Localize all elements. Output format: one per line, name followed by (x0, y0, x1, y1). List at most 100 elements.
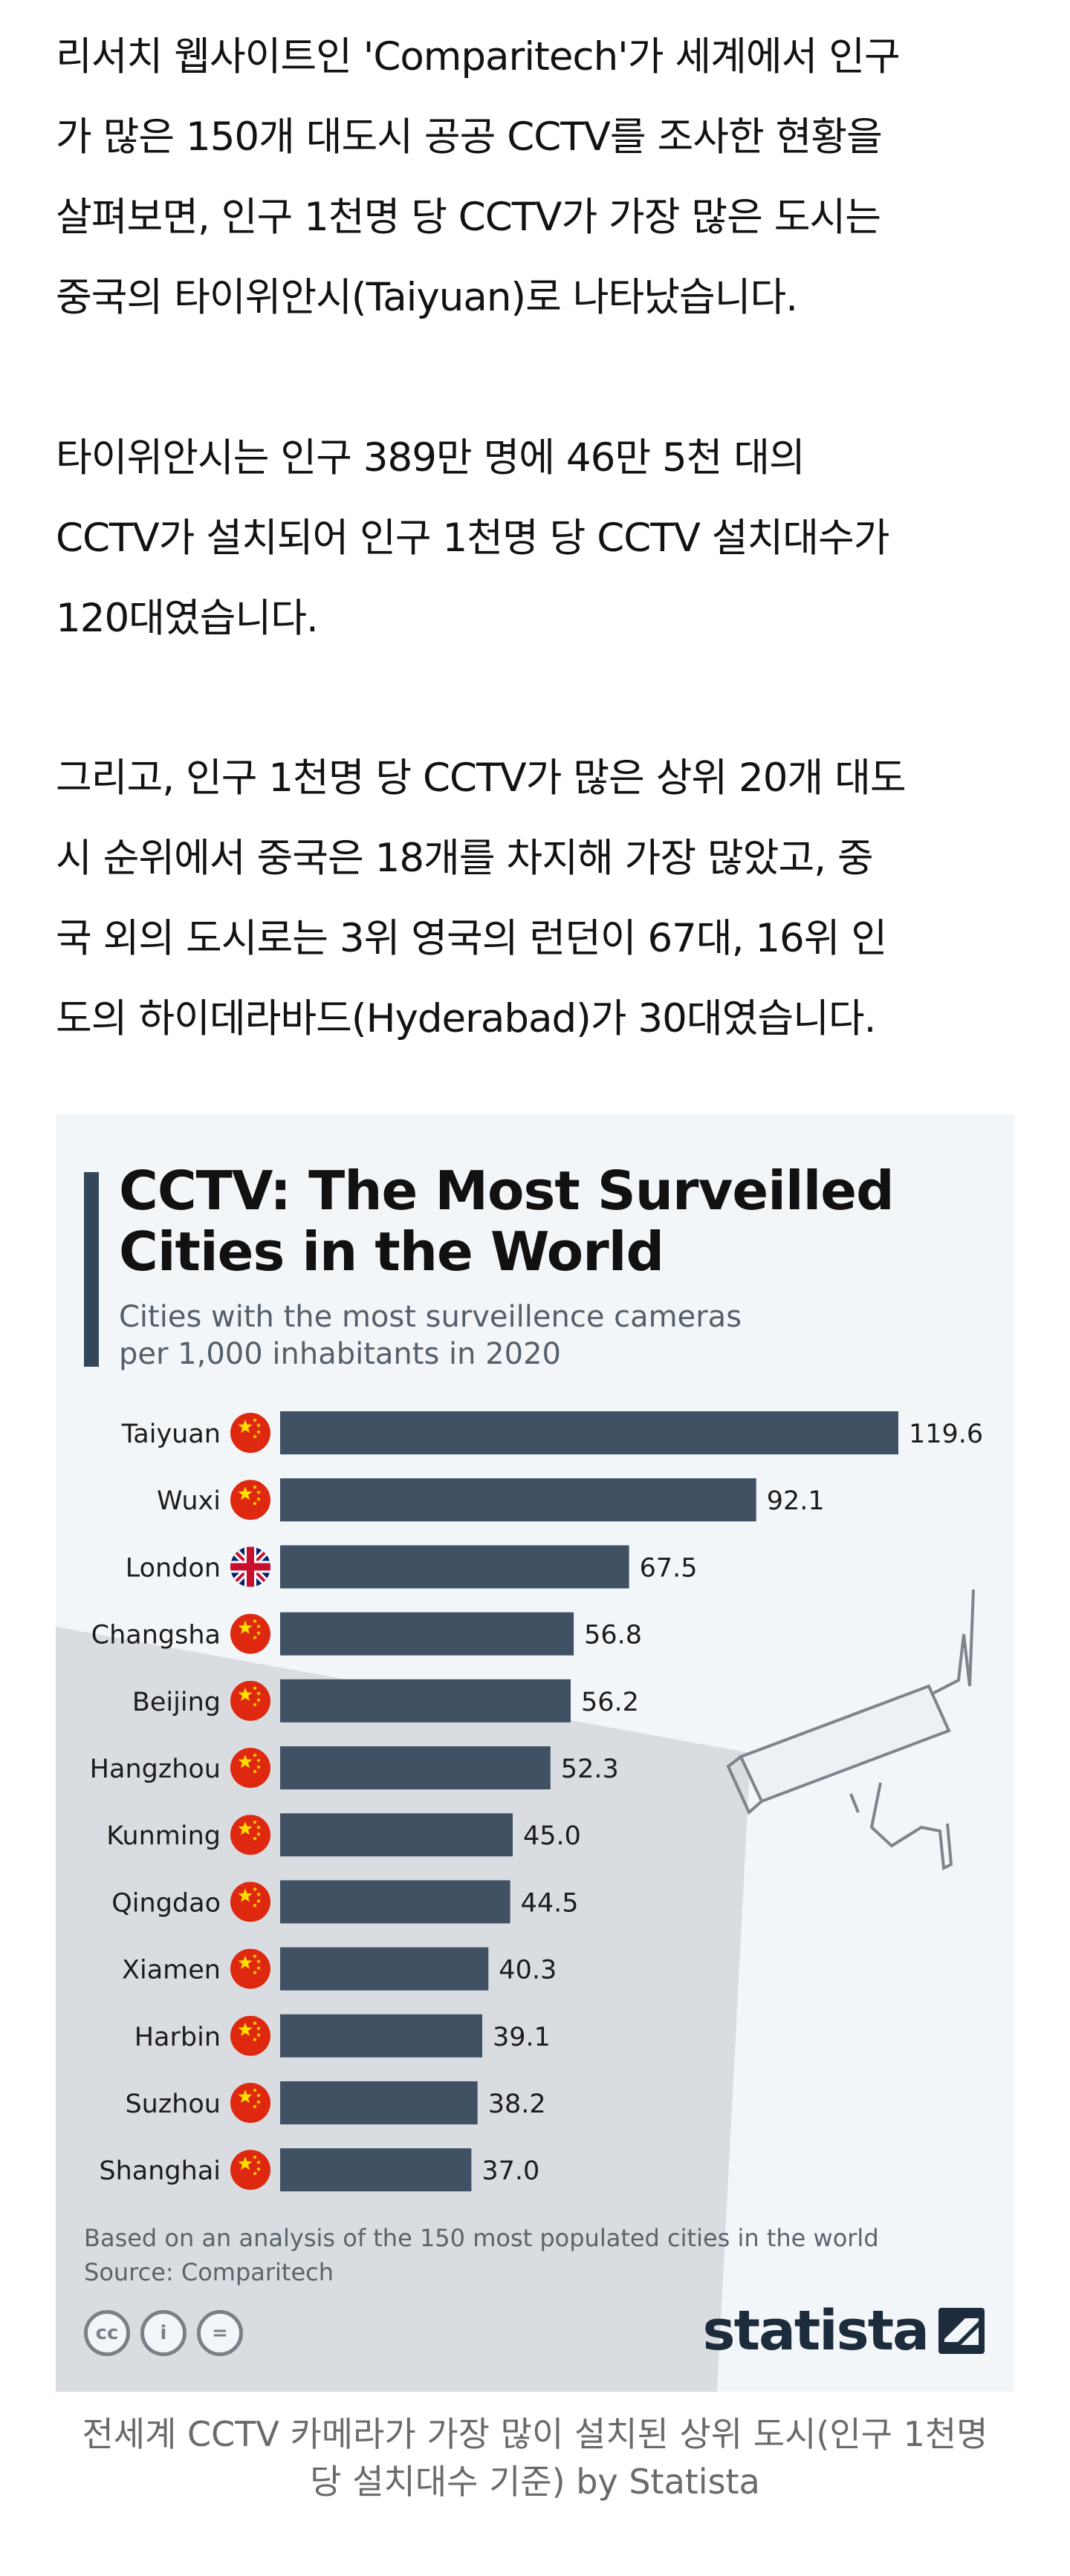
paragraph-ranking: 그리고, 인구 1천명 당 CCTV가 많은 상위 20개 대도 시 순위에서 … (56, 738, 907, 1059)
flag-big-star (238, 1821, 253, 1835)
flag-small-star (253, 2037, 257, 2042)
china-flag-icon (230, 1680, 270, 1721)
flag-field (230, 1680, 270, 1721)
attribution-icon[interactable]: i (140, 2310, 187, 2356)
flag-big-star (238, 1888, 253, 1902)
flag-small-star (256, 1422, 261, 1428)
flag-big-star (238, 2156, 253, 2170)
flag-small-star (253, 1903, 257, 1907)
paragraph-intro: 리서치 웹사이트인 'Comparitech'가 세계에서 인구 가 많은 15… (56, 17, 901, 338)
text-line: 가 많은 150개 대도시 공공 CCTV를 조사한 현황을 (56, 114, 883, 160)
flag-field (230, 1480, 270, 1520)
flag-small-star (253, 1485, 257, 1489)
bar (280, 1679, 571, 1723)
text-line: CCTV가 설치되어 인구 1천명 당 CCTV 설치대수가 (56, 515, 889, 561)
flag-small-star (256, 2167, 261, 2171)
text-line: 도의 하이데라바드(Hyderabad)가 30대였습니다. (56, 996, 876, 1041)
figure-title-line: CCTV: The Most Surveilled (119, 1159, 895, 1222)
text-line: 국 외의 도시로는 3위 영국의 런던이 67대, 16위 인 (56, 916, 887, 961)
city-label: Shanghai (99, 2156, 221, 2186)
city-label: Kunming (106, 1821, 221, 1851)
flag-big-star (238, 1620, 253, 1634)
flag-small-star (253, 1970, 257, 1975)
bar-row: Shanghai 37.0 (99, 2148, 539, 2192)
caption-line: 전세계 CCTV 카메라가 가장 많이 설치된 상위 도시(인구 1천명 (82, 2414, 988, 2454)
caption-line: 당 설치대수 기준) by Statista (310, 2462, 760, 2502)
flag-small-star (253, 1619, 257, 1624)
bar-row: Taiyuan 119.6 (121, 1411, 983, 1454)
bar (280, 1746, 551, 1789)
flag-small-star (256, 1832, 261, 1836)
city-label: Taiyuan (121, 1419, 221, 1449)
bar-row: Beijing 56.2 (132, 1679, 639, 1723)
flag-small-star (253, 1501, 257, 1506)
flag-field (230, 1948, 270, 1989)
bar-row: Wuxi 92.1 (157, 1478, 825, 1522)
uk-flag-icon (230, 1546, 270, 1587)
text-line: 타이위안시는 인구 389만 명에 46만 5천 대의 (56, 435, 805, 481)
china-flag-icon (230, 1480, 270, 1520)
figure-subtitle-line: Cities with the most surveillence camera… (119, 1300, 742, 1334)
value-label: 56.8 (584, 1621, 642, 1650)
statista-logo[interactable]: statista (703, 2299, 985, 2363)
figure-title-line: Cities in the World (119, 1220, 664, 1283)
flag-big-star (238, 2089, 253, 2104)
note-line: Based on an analysis of the 150 most pop… (84, 2224, 879, 2252)
bar (280, 1612, 574, 1656)
infographic-figure: CCTV: The Most Surveilled Cities in the … (56, 1114, 1014, 2392)
text-line: 시 순위에서 중국은 18개를 차지해 가장 많았고, 중 (56, 836, 874, 881)
no-derivatives-icon[interactable]: = (197, 2310, 243, 2356)
bar-row: Hangzhou 52.3 (90, 1746, 619, 1789)
value-label: 44.5 (521, 1888, 579, 1918)
bar (280, 2148, 472, 2192)
value-label: 40.3 (499, 1956, 557, 1985)
bar-row: Changsha 56.8 (91, 1612, 642, 1656)
city-label: Changsha (91, 1621, 221, 1650)
figure-source-note: Based on an analysis of the 150 most pop… (84, 2221, 879, 2289)
city-label: Hangzhou (90, 1754, 221, 1784)
flag-field (230, 1613, 270, 1654)
flag-small-star (253, 1954, 257, 1959)
bar (280, 1947, 489, 1991)
flag-field (230, 2150, 270, 2190)
flag-small-star (253, 1752, 257, 1757)
city-label: Beijing (132, 1688, 221, 1717)
bar (280, 1545, 629, 1589)
china-flag-icon (230, 1881, 270, 1922)
bar-row: Suzhou 38.2 (125, 2081, 546, 2124)
text-line: 120대였습니다. (56, 596, 319, 641)
flag-small-star (253, 2020, 257, 2026)
flag-field (230, 1748, 270, 1788)
value-label: 39.1 (493, 2023, 551, 2052)
bar (280, 1813, 513, 1857)
flag-field (230, 1413, 270, 1453)
flag-small-star (256, 1497, 261, 1501)
flag-small-star (256, 1965, 261, 1971)
figure-title: CCTV: The Most Surveilled Cities in the … (119, 1160, 936, 1282)
flag-small-star (256, 1630, 261, 1636)
flag-small-star (256, 1697, 261, 1702)
flag-field (230, 1881, 270, 1922)
bar-chart: Taiyuan 119.6 Wuxi 92.1 London 67.5 Changsha 56… (90, 1411, 983, 2192)
flag-small-star (253, 1702, 257, 1707)
flag-big-star (238, 1687, 253, 1701)
bar-row: Qingdao 44.5 (111, 1880, 579, 1924)
city-label: Harbin (134, 2023, 221, 2052)
figure-subtitle: Cities with the most surveillence camera… (119, 1298, 936, 1373)
statista-wordmark: statista (702, 2299, 930, 2363)
city-label: London (126, 1553, 221, 1583)
flag-small-star (256, 2026, 261, 2031)
flag-small-star (256, 2099, 261, 2104)
china-flag-icon (230, 1948, 270, 1989)
flag-small-star (253, 2104, 257, 2109)
flag-small-star (253, 2087, 257, 2092)
text-line: 리서치 웹사이트인 'Comparitech'가 세계에서 인구 (56, 34, 901, 79)
title-accent-bar (84, 1172, 99, 1367)
bar (280, 1880, 510, 1924)
figure-subtitle-line: per 1,000 inhabitants in 2020 (119, 1337, 561, 1371)
bar-row: London 67.5 (126, 1545, 698, 1589)
flag-small-star (256, 1691, 261, 1696)
china-flag-icon (230, 1748, 270, 1788)
creative-commons-icon[interactable]: cc (84, 2310, 130, 2356)
paragraph-taiyuan: 타이위안시는 인구 389만 명에 46만 5천 대의 CCTV가 설치되어 인… (56, 418, 889, 659)
